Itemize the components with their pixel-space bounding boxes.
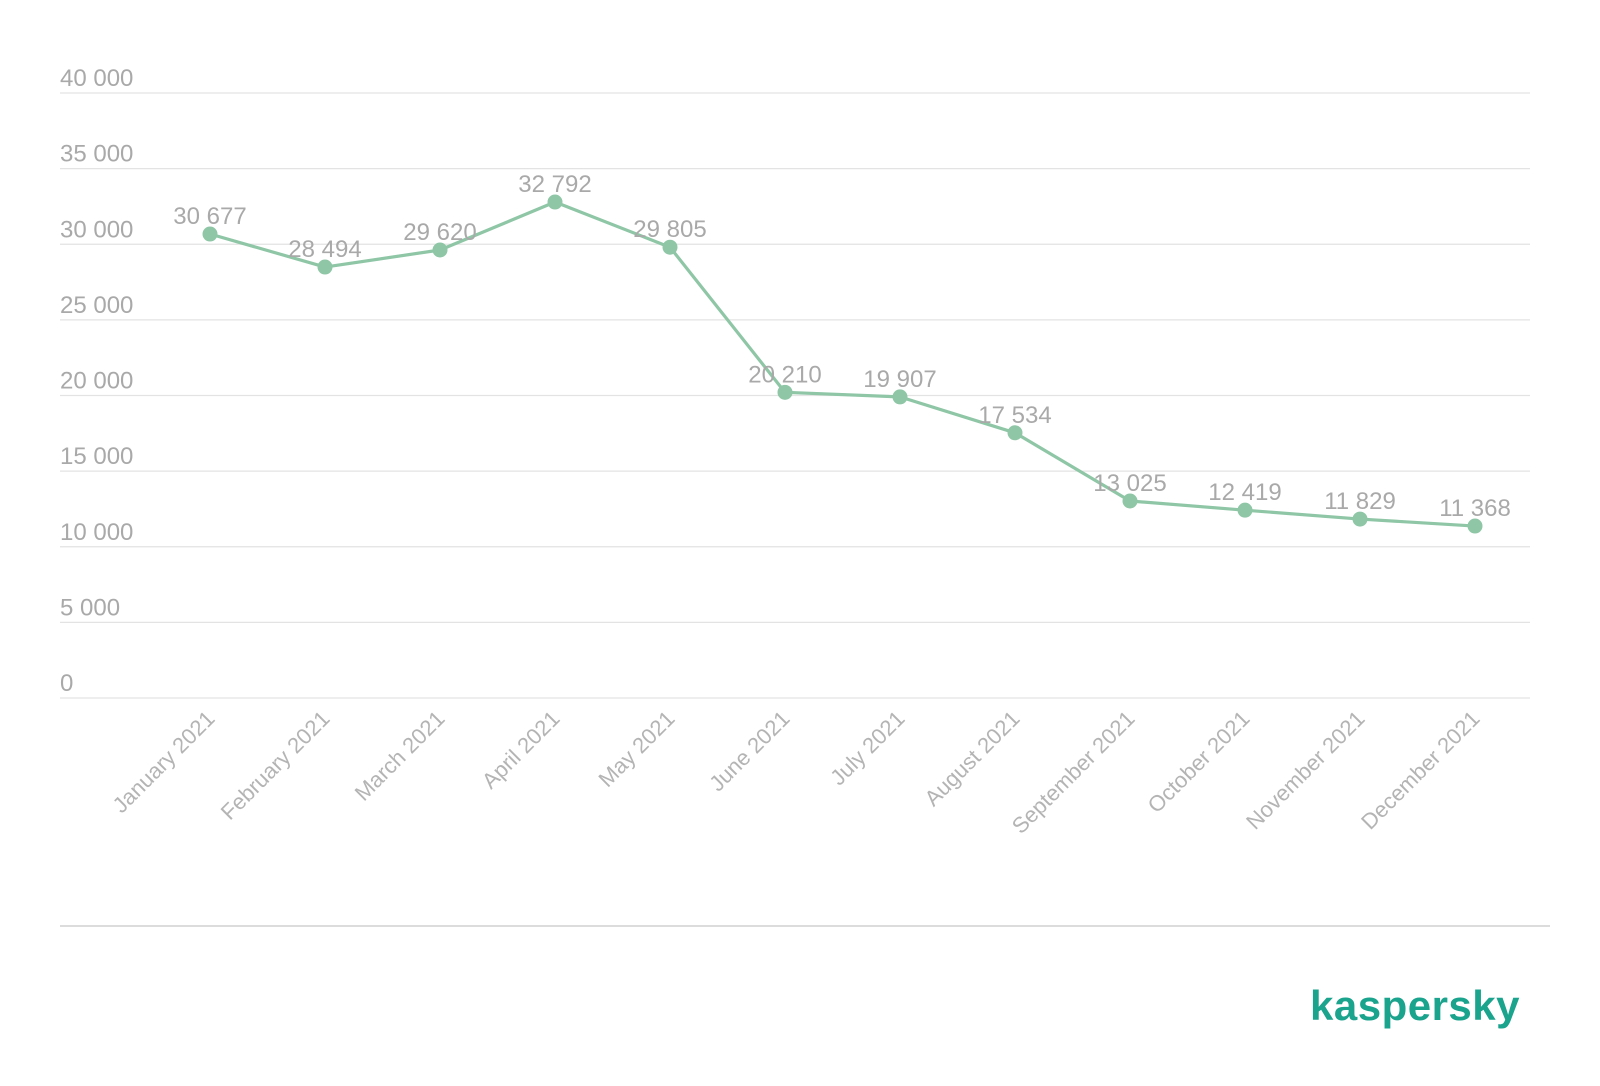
- data-point: [662, 239, 678, 255]
- x-tick-label: January 2021: [108, 706, 220, 818]
- x-tick-label: October 2021: [1143, 706, 1255, 818]
- x-tick-label: May 2021: [594, 706, 680, 792]
- y-tick-label: 5 000: [60, 594, 120, 621]
- data-label: 20 210: [748, 361, 821, 388]
- data-label: 29 805: [633, 216, 706, 243]
- grid-lines: [60, 92, 1530, 699]
- footer-divider: [60, 925, 1550, 927]
- data-point: [1237, 502, 1253, 518]
- data-label: 29 620: [403, 219, 476, 246]
- x-tick-label: April 2021: [477, 706, 565, 794]
- data-label: 30 677: [173, 203, 246, 230]
- data-point: [1467, 518, 1483, 534]
- y-tick-label: 25 000: [60, 292, 133, 319]
- x-tick-label: February 2021: [216, 706, 335, 825]
- data-label: 13 025: [1093, 470, 1166, 497]
- y-tick-label: 10 000: [60, 519, 133, 546]
- data-point: [1007, 425, 1023, 441]
- y-tick-label: 30 000: [60, 216, 133, 243]
- data-label: 17 534: [978, 402, 1051, 429]
- data-label: 11 368: [1439, 495, 1511, 522]
- series-layer: [202, 194, 1483, 534]
- data-point: [892, 389, 908, 405]
- x-tick-label: July 2021: [825, 706, 909, 790]
- x-tick-label: March 2021: [350, 706, 450, 806]
- y-tick-label: 0: [60, 670, 73, 697]
- series-line: [208, 200, 1477, 528]
- x-tick-label: November 2021: [1241, 706, 1369, 834]
- data-label: 28 494: [288, 236, 361, 263]
- y-tick-label: 15 000: [60, 443, 133, 470]
- data-point: [1122, 493, 1138, 509]
- data-point: [1352, 511, 1368, 527]
- kaspersky-logo: kaspersky: [1310, 982, 1521, 1029]
- data-label: 11 829: [1324, 488, 1396, 515]
- data-label: 19 907: [863, 366, 936, 393]
- y-tick-label: 40 000: [60, 65, 133, 92]
- y-tick-label: 35 000: [60, 141, 133, 168]
- data-labels: 30 677 28 494 29 620 32 792 29 805 20 210 19 9…: [173, 171, 1511, 522]
- data-point: [547, 194, 563, 210]
- x-tick-label: June 2021: [704, 706, 794, 796]
- y-axis-tick-labels: 0 5 000 10 000 15 000 20 000 25 000 30 000 35 0…: [60, 65, 133, 697]
- data-label: 32 792: [518, 171, 591, 198]
- y-tick-label: 20 000: [60, 368, 133, 395]
- x-tick-label: September 2021: [1007, 706, 1140, 839]
- x-tick-label: December 2021: [1356, 706, 1484, 834]
- data-point: [432, 242, 448, 258]
- data-label: 12 419: [1208, 479, 1281, 506]
- data-point: [777, 384, 793, 400]
- data-point: [202, 226, 218, 242]
- data-point: [317, 259, 333, 275]
- x-tick-label: August 2021: [919, 706, 1024, 811]
